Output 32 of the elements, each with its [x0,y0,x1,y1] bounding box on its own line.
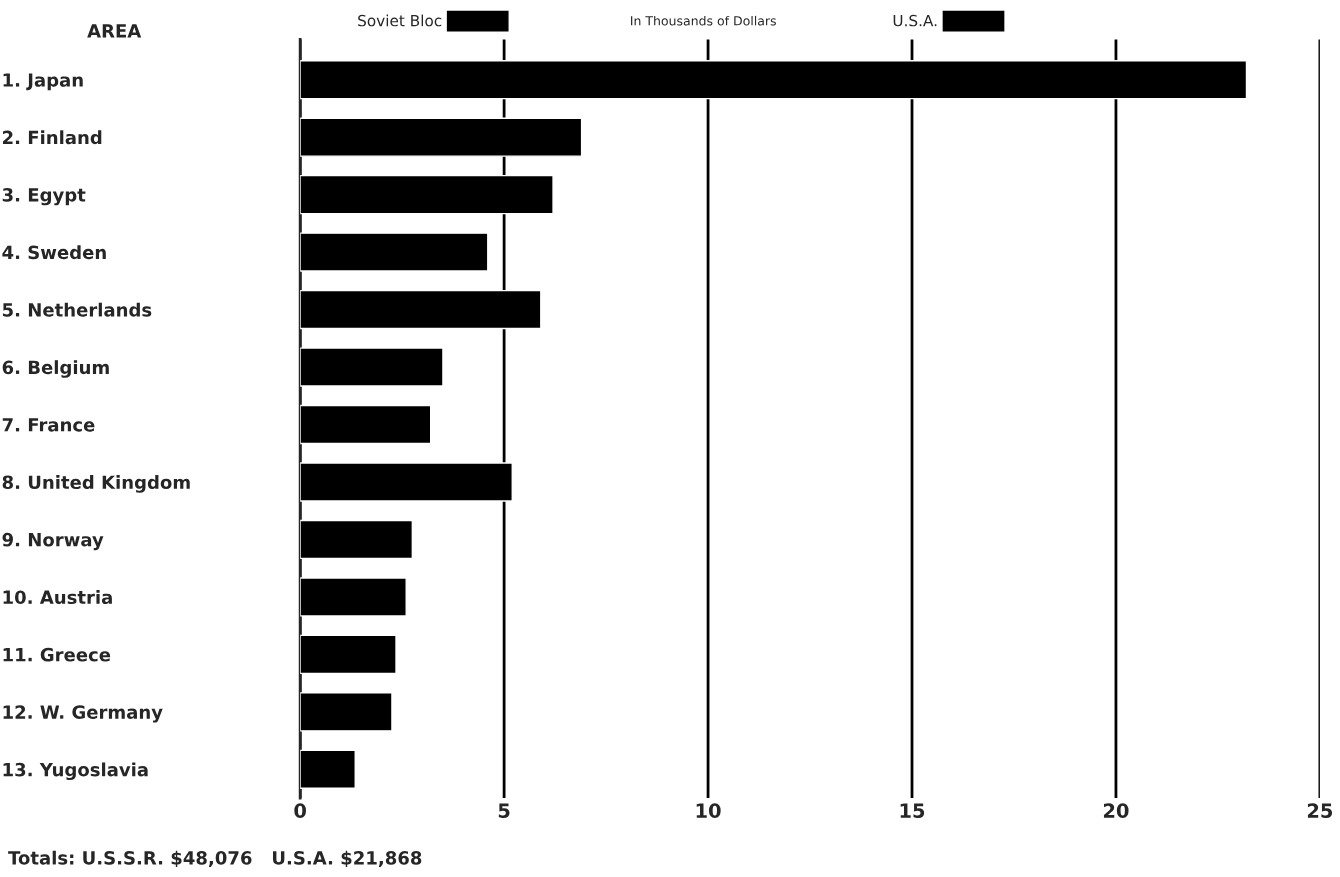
y-tick-label: 11. Greece [3,647,111,662]
y-tick-label: 2. Finland [2,130,102,145]
y-tick-label: 4. Sweden [2,245,106,260]
y-axis-title: AREA [87,24,142,38]
bar [300,519,414,560]
bar [300,749,356,789]
text: Totals: U.S.S.R. $48,076 U.S.A. $21,868 [8,850,422,868]
x-tick-label: 15 [900,803,925,818]
bar [300,232,489,272]
y-tick-label: 1. Japan [3,73,83,91]
x-tick-label: 20 [1103,803,1129,818]
bar [300,347,444,387]
x-tick-label: 25 [1307,803,1333,818]
x-tick-label: 0 [294,803,306,818]
y-tick-label: 6. Belgium [2,360,109,378]
y-tick-label: 7. France [2,418,95,432]
bar [300,634,397,675]
legend-label: Soviet Bloc [358,14,442,27]
bar [300,404,432,445]
y-tick-label: 12. W. Germany [3,705,163,723]
legend-label: U.S.A. [893,14,937,27]
y-tick-label: 5. Netherlands [2,302,152,317]
y-tick-label: 8. United Kingdom [2,475,190,493]
y-tick-label: 10. Austria [3,590,112,605]
y-tick-label: 9. Norway [2,532,104,551]
chart-subtitle: In Thousands of Dollars [631,15,776,26]
bar [300,577,407,617]
x-tick-label: 10 [696,803,721,818]
bar [300,692,393,732]
x-tick-label: 5 [498,803,510,818]
y-tick-label: 13. Yugoslavia [3,762,148,781]
y-tick-label: 3. Egypt [2,188,86,206]
